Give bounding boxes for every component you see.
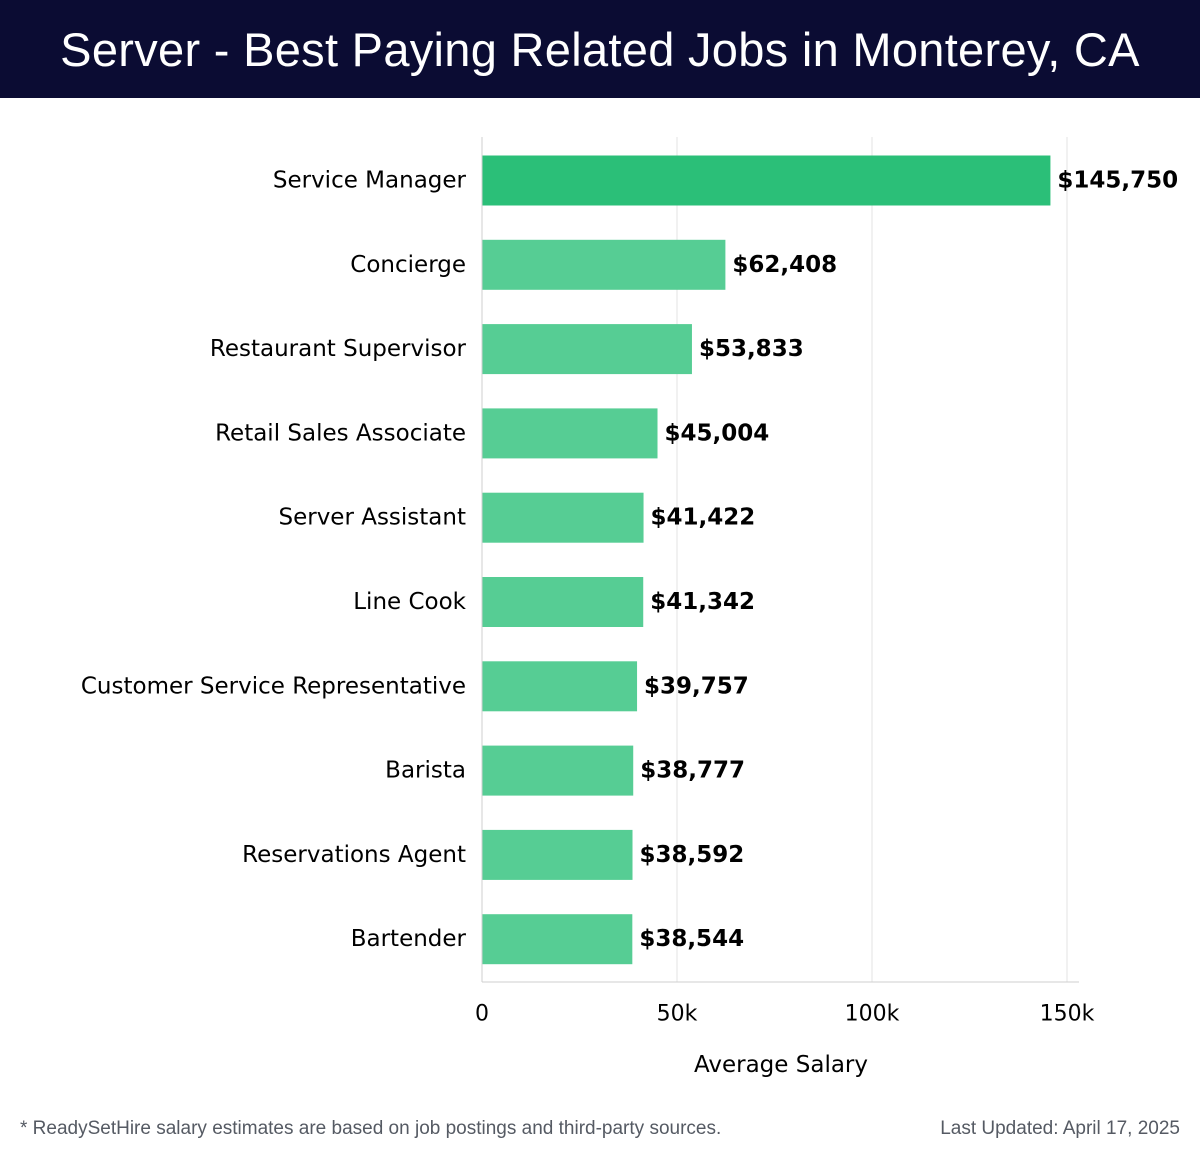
bar bbox=[482, 745, 634, 796]
bar bbox=[482, 914, 633, 965]
x-tick-label: 50k bbox=[657, 1002, 698, 1027]
value-label: $41,422 bbox=[651, 505, 756, 531]
category-label: Server Assistant bbox=[278, 505, 466, 531]
header-bar: Server - Best Paying Related Jobs in Mon… bbox=[0, 0, 1200, 98]
category-label: Customer Service Representative bbox=[81, 673, 466, 699]
last-updated: Last Updated: April 17, 2025 bbox=[940, 1118, 1180, 1139]
value-label: $39,757 bbox=[644, 673, 749, 699]
bar bbox=[482, 829, 633, 880]
bar bbox=[482, 324, 692, 375]
x-tick-label: 0 bbox=[475, 1002, 489, 1027]
value-label: $38,592 bbox=[640, 842, 745, 868]
category-label: Line Cook bbox=[353, 589, 466, 615]
category-label: Reservations Agent bbox=[242, 842, 466, 868]
bar bbox=[482, 492, 644, 543]
footer-note: * ReadySetHire salary estimates are base… bbox=[20, 1118, 722, 1139]
value-label: $62,408 bbox=[732, 252, 837, 278]
category-label: Concierge bbox=[350, 252, 466, 278]
bar bbox=[482, 577, 644, 627]
x-tick-label: 150k bbox=[1040, 1002, 1095, 1027]
category-label: Barista bbox=[385, 758, 466, 784]
page-title: Server - Best Paying Related Jobs in Mon… bbox=[60, 22, 1140, 76]
bar bbox=[482, 239, 726, 290]
category-label: Retail Sales Associate bbox=[215, 420, 466, 446]
x-axis-title: Average Salary bbox=[694, 1052, 868, 1078]
value-label: $53,833 bbox=[699, 336, 804, 362]
x-tick-label: 100k bbox=[845, 1002, 900, 1027]
category-label: Service Manager bbox=[273, 168, 467, 194]
bar bbox=[482, 155, 1051, 206]
value-label: $38,777 bbox=[640, 758, 745, 784]
category-label: Bartender bbox=[351, 926, 467, 952]
bar bbox=[482, 408, 658, 459]
value-label: $41,342 bbox=[650, 589, 755, 615]
value-label: $45,004 bbox=[665, 420, 770, 446]
value-label: $38,544 bbox=[639, 926, 744, 952]
value-label: $145,750 bbox=[1057, 168, 1178, 194]
bar bbox=[482, 661, 638, 712]
category-label: Restaurant Supervisor bbox=[210, 336, 467, 362]
